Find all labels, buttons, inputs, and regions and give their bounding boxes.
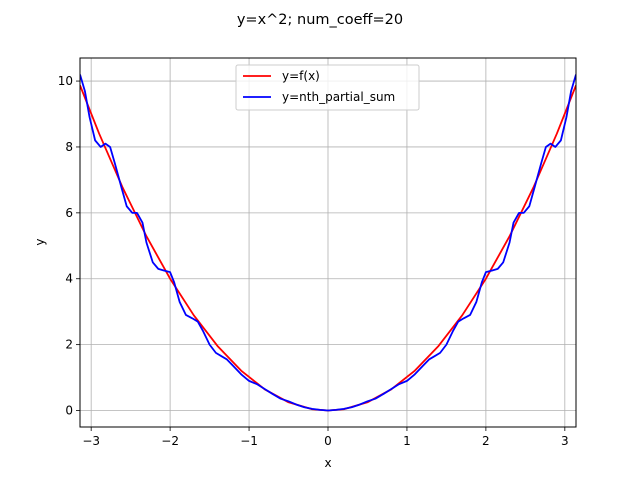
x-tick-label: −1 — [240, 434, 258, 448]
x-tick-label: 2 — [482, 434, 490, 448]
y-axis-label: y — [33, 238, 47, 245]
plot-area: −3 −2 −1 0 1 2 3 0 2 4 6 8 10 — [58, 57, 577, 448]
x-tick-label: −2 — [161, 434, 179, 448]
x-tick-label: 0 — [324, 434, 332, 448]
x-tick-label: 3 — [561, 434, 569, 448]
grid — [80, 58, 576, 427]
series-layer — [80, 74, 576, 412]
legend-entry-label: y=nth_partial_sum — [282, 90, 395, 104]
chart-title: y=x^2; num_coeff=20 — [237, 12, 403, 28]
ticks: −3 −2 −1 0 1 2 3 0 2 4 6 8 10 — [58, 74, 569, 448]
y-tick-label: 4 — [65, 272, 73, 286]
y-tick-label: 8 — [65, 140, 73, 154]
legend: y=f(x) y=nth_partial_sum — [235, 64, 420, 111]
y-tick-label: 6 — [65, 206, 73, 220]
series-line-partial-sum — [80, 74, 576, 412]
x-axis-label: x — [324, 456, 331, 470]
x-tick-label: −3 — [82, 434, 100, 448]
x-tick-label: 1 — [403, 434, 411, 448]
y-tick-label: 2 — [65, 338, 73, 352]
legend-entry-label: y=f(x) — [282, 69, 320, 83]
y-tick-label: 0 — [65, 404, 73, 418]
y-tick-label: 10 — [58, 74, 73, 88]
legend-box — [235, 64, 420, 111]
